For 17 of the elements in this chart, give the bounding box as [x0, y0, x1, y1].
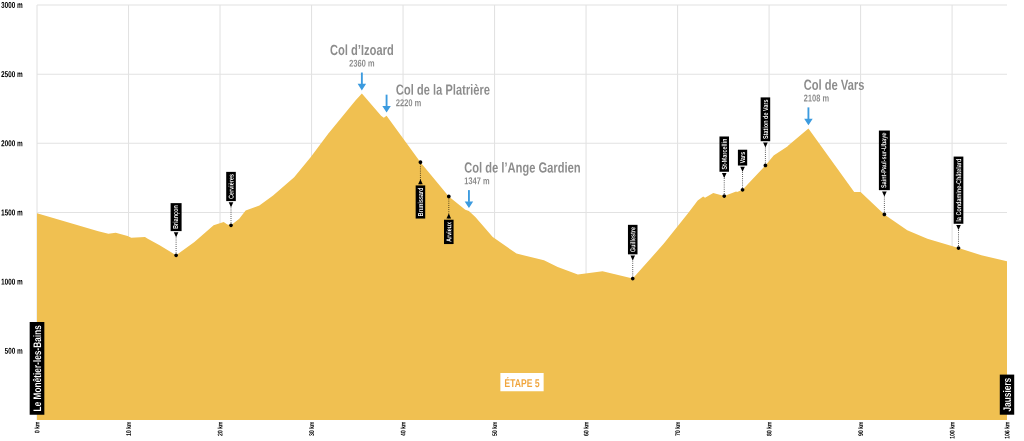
annotation: 2220 m	[396, 99, 421, 107]
y-tick-label: 2500 m	[1, 71, 23, 78]
annotation: Jausiers	[1002, 378, 1012, 412]
y-tick-label: 3000 m	[1, 2, 23, 8]
annotation: Col de l’Ange Gardien	[464, 161, 580, 176]
y-tick-label: 1500 m	[1, 209, 23, 216]
annotation: Col d’Izoard	[330, 44, 394, 56]
y-tick-label: 1000 m	[1, 278, 23, 285]
y-tick-label: 2000 m	[1, 140, 23, 147]
annotation: 1347 m	[464, 177, 490, 185]
text: ÉTAPE 5	[504, 377, 540, 388]
annotation: 2108 m	[803, 94, 829, 102]
y-tick-label: 500 m	[4, 347, 23, 354]
annotation: Col de Vars	[804, 79, 864, 90]
annotation: 2360 m	[349, 59, 375, 67]
annotation: Le Monêtier-les-Bains	[32, 325, 42, 411]
annotation: Col de la Platrière	[396, 83, 490, 95]
